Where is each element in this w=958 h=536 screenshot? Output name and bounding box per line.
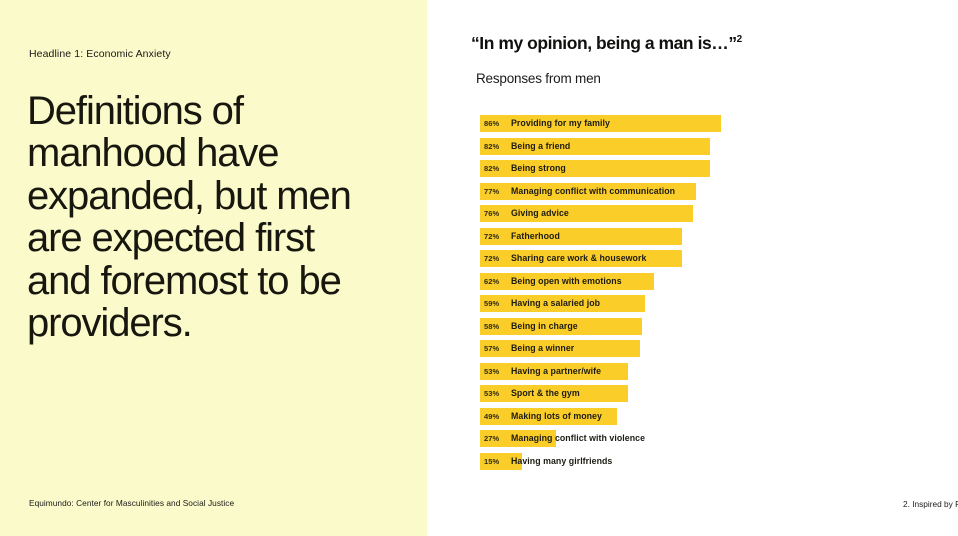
bar-fill: [480, 272, 654, 290]
bar-category-label: Managing conflict with communication: [511, 185, 676, 196]
bar-category-label: Managing conflict with violence: [511, 433, 646, 443]
right-panel: “In my opinion, being a man is…”2 Respon…: [427, 0, 958, 536]
bar-value-label: 15%: [484, 456, 500, 466]
bar-row: 58% Being in charge: [480, 317, 780, 341]
bar-value-label: 77%: [484, 186, 500, 196]
bar-row: 76% Giving advice: [480, 205, 780, 228]
bar-fill: [480, 182, 696, 200]
bar-category-label: Sport & the gym: [511, 388, 580, 398]
bar-value-label: 49%: [484, 411, 500, 421]
bar-fill: [480, 317, 643, 335]
bar-fill: [480, 430, 556, 447]
bar-fill: [480, 115, 721, 132]
bar-fill: [480, 160, 710, 177]
chart-title-text: “In my opinion, being a man is…”: [471, 33, 737, 53]
bar-fill: [480, 340, 640, 357]
bar-row: 62% Being open with emotions: [480, 272, 780, 296]
page-title: Definitions of manhood have expanded, bu…: [27, 89, 352, 345]
bar-fill: [480, 362, 629, 380]
bar-value-label: 62%: [484, 276, 500, 286]
bar-row: 72% Fatherhood: [480, 227, 780, 251]
bar-row: 15% Having many girlfriends: [480, 452, 780, 476]
bar-category-label: Being in charge: [511, 320, 578, 331]
bar-value-label: 59%: [484, 299, 500, 308]
bar-fill: [480, 295, 646, 312]
organization-footer: Equimundo: Center for Masculinities and …: [29, 498, 235, 508]
bar-row: 82% Being a friend: [480, 137, 780, 161]
bar-category-label: Being open with emotions: [511, 275, 622, 286]
bar-fill: [480, 250, 682, 267]
bar-value-label: 82%: [484, 164, 500, 173]
bar-row: 53% Sport & the gym: [480, 385, 780, 408]
bar-fill: [480, 137, 710, 155]
bar-fill: [480, 227, 682, 245]
bar-row: 86% Providing for my family: [480, 115, 780, 138]
bar-category-label: Making lots of money: [511, 410, 602, 421]
eyebrow-label: Headline 1: Economic Anxiety: [29, 48, 171, 60]
bar-row: 27% Managing conflict with violence: [480, 430, 780, 453]
bar-category-label: Having a salaried job: [511, 298, 601, 308]
bar-category-label: Being a winner: [511, 343, 575, 353]
bar-value-label: 72%: [484, 231, 500, 241]
bar-row: 57% Being a winner: [480, 340, 780, 363]
bar-row: 77% Managing conflict with communication: [480, 182, 780, 206]
bar-category-label: Having many girlfriends: [511, 455, 613, 466]
chart-subtitle: Responses from men: [476, 71, 601, 86]
chart-title: “In my opinion, being a man is…”2: [471, 33, 742, 54]
bar-category-label: Providing for my family: [511, 118, 610, 128]
bar-fill: [480, 205, 693, 222]
bar-value-label: 57%: [484, 344, 500, 353]
bar-value-label: 58%: [484, 321, 500, 331]
bar-row: 53% Having a partner/wife: [480, 362, 780, 386]
bar-row: 59% Having a salaried job: [480, 295, 780, 318]
bar-value-label: 27%: [484, 434, 500, 443]
bar-value-label: 76%: [484, 209, 500, 218]
bar-fill: [480, 385, 629, 402]
bar-category-label: Having a partner/wife: [511, 365, 602, 376]
bar-chart: 86% Providing for my family 82% Being a fri…: [480, 115, 780, 475]
bar-category-label: Being strong: [511, 163, 566, 173]
bar-category-label: Being a friend: [511, 140, 571, 151]
source-prefix: 2. Inspired by Pew Research Center’s: [903, 499, 958, 509]
bar-row: 82% Being strong: [480, 160, 780, 183]
bar-category-label: Giving advice: [511, 208, 569, 218]
bar-value-label: 86%: [484, 119, 500, 128]
source-note: 2. Inspired by Pew Research Center’s Ame…: [903, 499, 958, 509]
bar-value-label: 82%: [484, 141, 500, 151]
left-panel: Headline 1: Economic Anxiety Definitions…: [0, 0, 427, 536]
bar-fill: [480, 407, 618, 425]
bar-category-label: Fatherhood: [511, 230, 560, 241]
bar-category-label: Sharing care work & housework: [511, 253, 647, 263]
bar-value-label: 53%: [484, 389, 500, 398]
bar-row: 72% Sharing care work & housework: [480, 250, 780, 273]
bar-value-label: 72%: [484, 254, 500, 263]
bar-row: 49% Making lots of money: [480, 407, 780, 431]
bar-fill: [480, 452, 522, 470]
footnote-marker: 2: [736, 34, 743, 46]
bar-value-label: 53%: [484, 366, 500, 376]
